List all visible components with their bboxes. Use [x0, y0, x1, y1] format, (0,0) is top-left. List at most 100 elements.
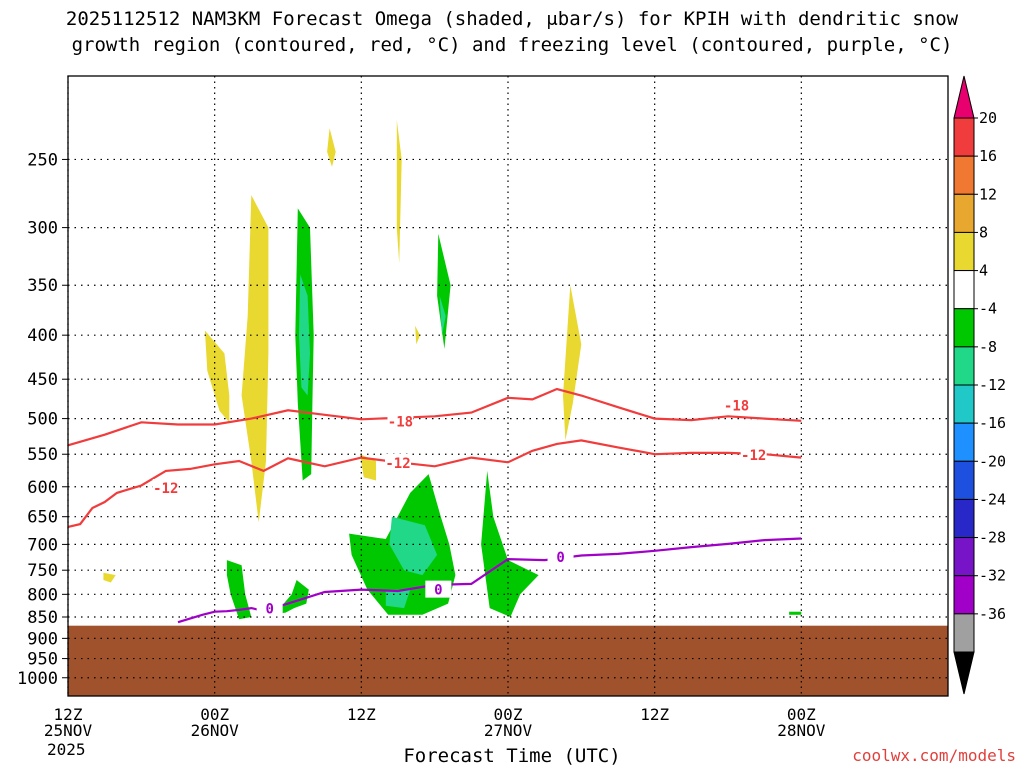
colorbar-label-4: 4 [979, 262, 988, 280]
colorbar-label-7: -12 [979, 376, 1006, 394]
colorbar-segment-12 [953, 575, 975, 615]
contour-line-2 [177, 537, 802, 624]
colorbar-segment-11 [953, 537, 975, 577]
colorbar-label-9: -20 [979, 452, 1006, 470]
x-tick-label-5: 00Z [787, 705, 816, 724]
omega-shade-7 [415, 325, 420, 345]
omega-shade-13 [389, 516, 438, 576]
colorbar-segment-2 [953, 193, 975, 233]
chart-title-line-2: growth region (contoured, red, °C) and f… [71, 34, 953, 56]
y-tick-label-900: 900 [27, 629, 58, 649]
omega-shade-16 [226, 560, 252, 620]
y-tick-label-950: 950 [27, 650, 58, 670]
plot-frame [67, 75, 949, 697]
terrain-fill [68, 625, 948, 696]
x-tick-label-4: 12Z [640, 705, 669, 724]
y-tick-label-550: 550 [27, 445, 58, 465]
chart-title-line-1: 2025112512 NAM3KM Forecast Omega (shaded… [65, 8, 959, 30]
y-tick-label-600: 600 [27, 478, 58, 498]
omega-shade-14 [385, 589, 411, 609]
colorbar-segment-10 [953, 498, 975, 539]
contour-label-2: -12 [153, 481, 178, 497]
x-tick-label-3: 00Z [494, 705, 523, 724]
y-tick-label-500: 500 [27, 410, 58, 430]
colorbar-bottom-arrow [953, 651, 975, 695]
y-tick-label-850: 850 [27, 608, 58, 628]
colorbar-label-6: -8 [979, 338, 997, 356]
x-tick-date-5: 28NOV [777, 721, 826, 740]
contour-line-1 [67, 439, 802, 528]
site-credit-link[interactable]: coolwx.com/models [852, 746, 1016, 765]
contour-label-7: 0 [556, 550, 564, 566]
colorbar-segment-1 [953, 155, 975, 195]
contour-label-6: 0 [434, 583, 442, 599]
contour-line-0 [67, 387, 802, 447]
colorbar-label-2: 12 [979, 185, 997, 203]
x-tick-date-3: 27NOV [484, 721, 533, 740]
contour-label-bg-4 [740, 445, 767, 463]
colorbar-segment-7 [953, 384, 975, 424]
colorbar-segment-3 [953, 231, 975, 272]
y-tick-label-800: 800 [27, 585, 58, 605]
y-tick-label-1000: 1000 [17, 669, 58, 689]
omega-shade-0 [241, 195, 269, 523]
colorbar-segment-8 [953, 422, 975, 462]
colorbar-label-13: -36 [979, 605, 1006, 623]
omega-shade-10 [437, 233, 451, 349]
colorbar-label-0: 20 [979, 109, 997, 127]
y-tick-label-450: 450 [27, 370, 58, 390]
x-tick-date-0: 25NOV [44, 721, 93, 740]
omega-shade-18 [789, 611, 802, 615]
colorbar-top-arrow [953, 75, 975, 119]
x-axis-year-label: 2025 [47, 740, 86, 759]
colorbar-label-3: 8 [979, 223, 988, 241]
colorbar-label-10: -24 [979, 490, 1006, 508]
y-tick-label-350: 350 [27, 276, 58, 296]
colorbar-label-8: -16 [979, 414, 1006, 432]
x-axis-title: Forecast Time (UTC) [403, 745, 621, 767]
contour-label-bg-1 [723, 396, 750, 414]
contour-label-bg-7 [547, 548, 574, 566]
omega-shade-3 [396, 120, 402, 264]
colorbar-label-11: -28 [979, 529, 1006, 547]
colorbar-segment-9 [953, 460, 975, 500]
contour-label-bg-5 [256, 599, 283, 617]
y-tick-label-650: 650 [27, 508, 58, 528]
colorbar-segment-0 [953, 117, 975, 157]
omega-shade-11 [439, 295, 446, 336]
contour-label-bg-0 [387, 412, 414, 430]
omega-shade-4 [360, 454, 376, 481]
colorbar-segment-4 [953, 270, 975, 310]
omega-shade-15 [481, 470, 539, 617]
omega-shade-17 [269, 580, 309, 615]
y-tick-label-400: 400 [27, 326, 58, 346]
x-tick-label-0: 12Z [54, 705, 83, 724]
x-tick-label-1: 00Z [200, 705, 229, 724]
y-tick-label-300: 300 [27, 219, 58, 239]
contour-label-1: -18 [724, 399, 749, 415]
omega-shade-2 [327, 128, 336, 167]
contour-label-3: -12 [385, 456, 410, 472]
y-tick-label-250: 250 [27, 150, 58, 170]
y-tick-label-750: 750 [27, 561, 58, 581]
contour-label-4: -12 [741, 448, 766, 464]
colorbar-label-1: 16 [979, 147, 997, 165]
x-tick-date-1: 26NOV [191, 721, 240, 740]
omega-shade-9 [299, 274, 310, 396]
x-tick-label-2: 12Z [347, 705, 376, 724]
contour-label-0: -18 [388, 415, 413, 431]
omega-shade-6 [103, 572, 116, 583]
colorbar-segment-6 [953, 346, 975, 386]
y-tick-label-700: 700 [27, 535, 58, 555]
omega-shade-5 [563, 285, 582, 441]
contour-label-bg-6 [425, 580, 452, 598]
colorbar-segment-5 [953, 308, 975, 348]
colorbar-segment-13 [953, 613, 975, 653]
contour-label-bg-3 [385, 453, 411, 471]
contour-label-bg-2 [152, 479, 179, 497]
contour-label-5: 0 [265, 602, 273, 618]
colorbar-label-12: -32 [979, 567, 1006, 585]
omega-shade-1 [204, 330, 230, 423]
colorbar-label-5: -4 [979, 300, 997, 318]
